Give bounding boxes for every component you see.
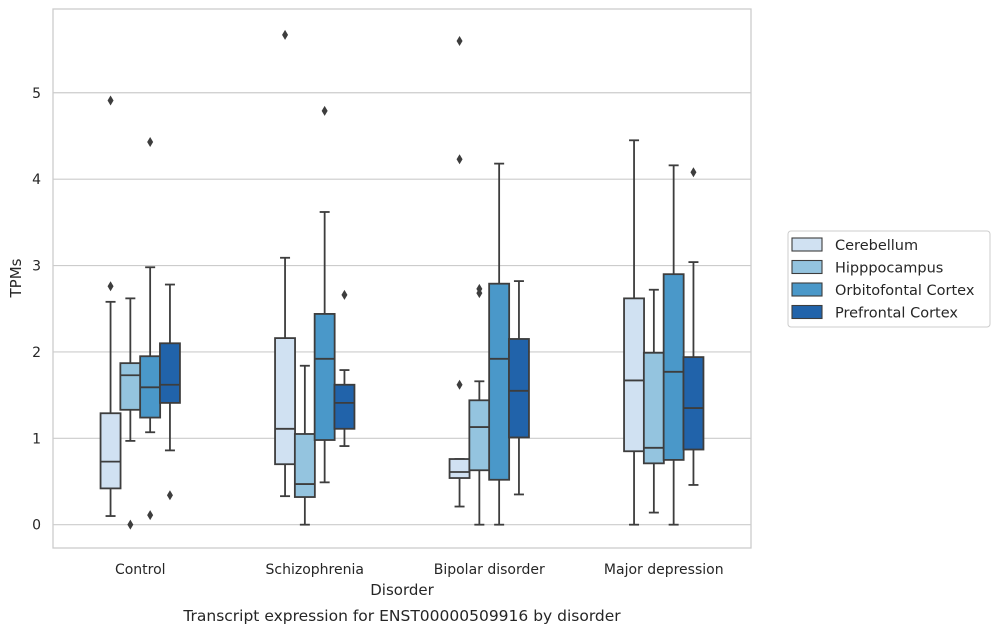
box-3-3 <box>682 167 705 486</box>
x-tick-label-1: Schizophrenia <box>266 562 364 578</box>
outlier-point <box>107 281 114 292</box>
legend-item-2: Orbitofontal Cortex <box>791 282 975 299</box>
legend-swatch <box>791 282 823 297</box>
box-body <box>313 313 336 441</box>
box-body <box>508 338 530 439</box>
box-body <box>293 433 316 498</box>
legend-label: Orbitofontal Cortex <box>835 283 975 299</box>
outlier-point <box>166 490 173 501</box>
legend-item-3: Prefrontal Cortex <box>791 304 958 322</box>
box-body <box>119 362 142 411</box>
box-0-2 <box>139 137 162 521</box>
y-tick-label-3: 3 <box>32 259 41 275</box>
legend-swatch <box>791 237 823 252</box>
legend-label: Cerebellum <box>835 238 918 254</box>
outlier-point <box>282 29 289 40</box>
y-axis-label: TPMs <box>7 258 25 298</box>
box-body <box>274 337 296 466</box>
outlier-point <box>476 283 483 294</box>
box-body <box>159 342 181 404</box>
plot-frame <box>52 8 752 549</box>
box-1-3 <box>333 289 356 447</box>
outlier-point <box>456 379 463 390</box>
x-tick-label-2: Bipolar disorder <box>434 562 545 578</box>
y-tick-labels: 0 1 2 3 4 5 <box>32 86 41 534</box>
outlier-point <box>147 137 154 148</box>
box-0-1 <box>119 297 142 530</box>
box-0-3 <box>159 283 181 501</box>
legend-swatch <box>791 304 823 320</box>
box-2-0 <box>448 35 471 508</box>
y-tick-label-4: 4 <box>32 172 41 188</box>
legend-label: Hipppocampus <box>835 261 943 277</box>
legend-item-1: Hipppocampus <box>791 259 943 277</box>
legend-frame <box>787 230 991 328</box>
outlier-point <box>456 35 463 46</box>
outlier-point <box>147 510 154 521</box>
outlier-point <box>107 95 114 106</box>
y-tick-label-0: 0 <box>32 518 41 534</box>
x-tick-label-3: Major depression <box>604 562 724 578</box>
outlier-point <box>456 154 463 165</box>
box-3-1 <box>642 288 665 514</box>
x-axis-label: Disorder <box>370 581 434 599</box>
box-2-2 <box>488 162 511 526</box>
outlier-point <box>321 105 328 116</box>
x-tick-labels: Control Schizophrenia Bipolar disorder Majo… <box>115 562 724 578</box>
box-body <box>623 297 645 453</box>
y-tick-label-5: 5 <box>32 86 41 102</box>
box-body <box>662 273 685 461</box>
box-2-1 <box>468 283 491 526</box>
box-0-0 <box>99 95 122 517</box>
box-1-1 <box>293 364 316 526</box>
legend-item-0: Cerebellum <box>791 237 918 254</box>
chart-caption: Transcript expression for ENST0000050991… <box>182 607 621 625</box>
box-3-2 <box>662 164 685 526</box>
box-body <box>682 356 705 451</box>
outlier-point <box>127 519 134 530</box>
x-tick-label-0: Control <box>115 562 166 578</box>
box-2-3 <box>508 280 530 496</box>
box-body <box>488 282 511 481</box>
box-1-2 <box>313 105 336 484</box>
outlier-point <box>690 167 697 178</box>
box-body <box>642 351 665 465</box>
y-tick-label-2: 2 <box>32 345 41 361</box>
box-1-0 <box>274 29 296 498</box>
box-body <box>333 383 356 430</box>
box-body <box>99 412 122 490</box>
box-3-0 <box>623 139 645 526</box>
box-body <box>468 399 491 472</box>
y-tick-label-1: 1 <box>32 431 41 447</box>
box-body <box>448 458 471 479</box>
legend-swatch <box>791 259 823 275</box>
legend-label: Prefrontal Cortex <box>835 306 958 322</box>
boxes-layer <box>99 29 705 530</box>
outlier-point <box>341 289 348 300</box>
legend: Cerebellum Hipppocampus Orbitofontal Corte… <box>787 230 991 328</box>
